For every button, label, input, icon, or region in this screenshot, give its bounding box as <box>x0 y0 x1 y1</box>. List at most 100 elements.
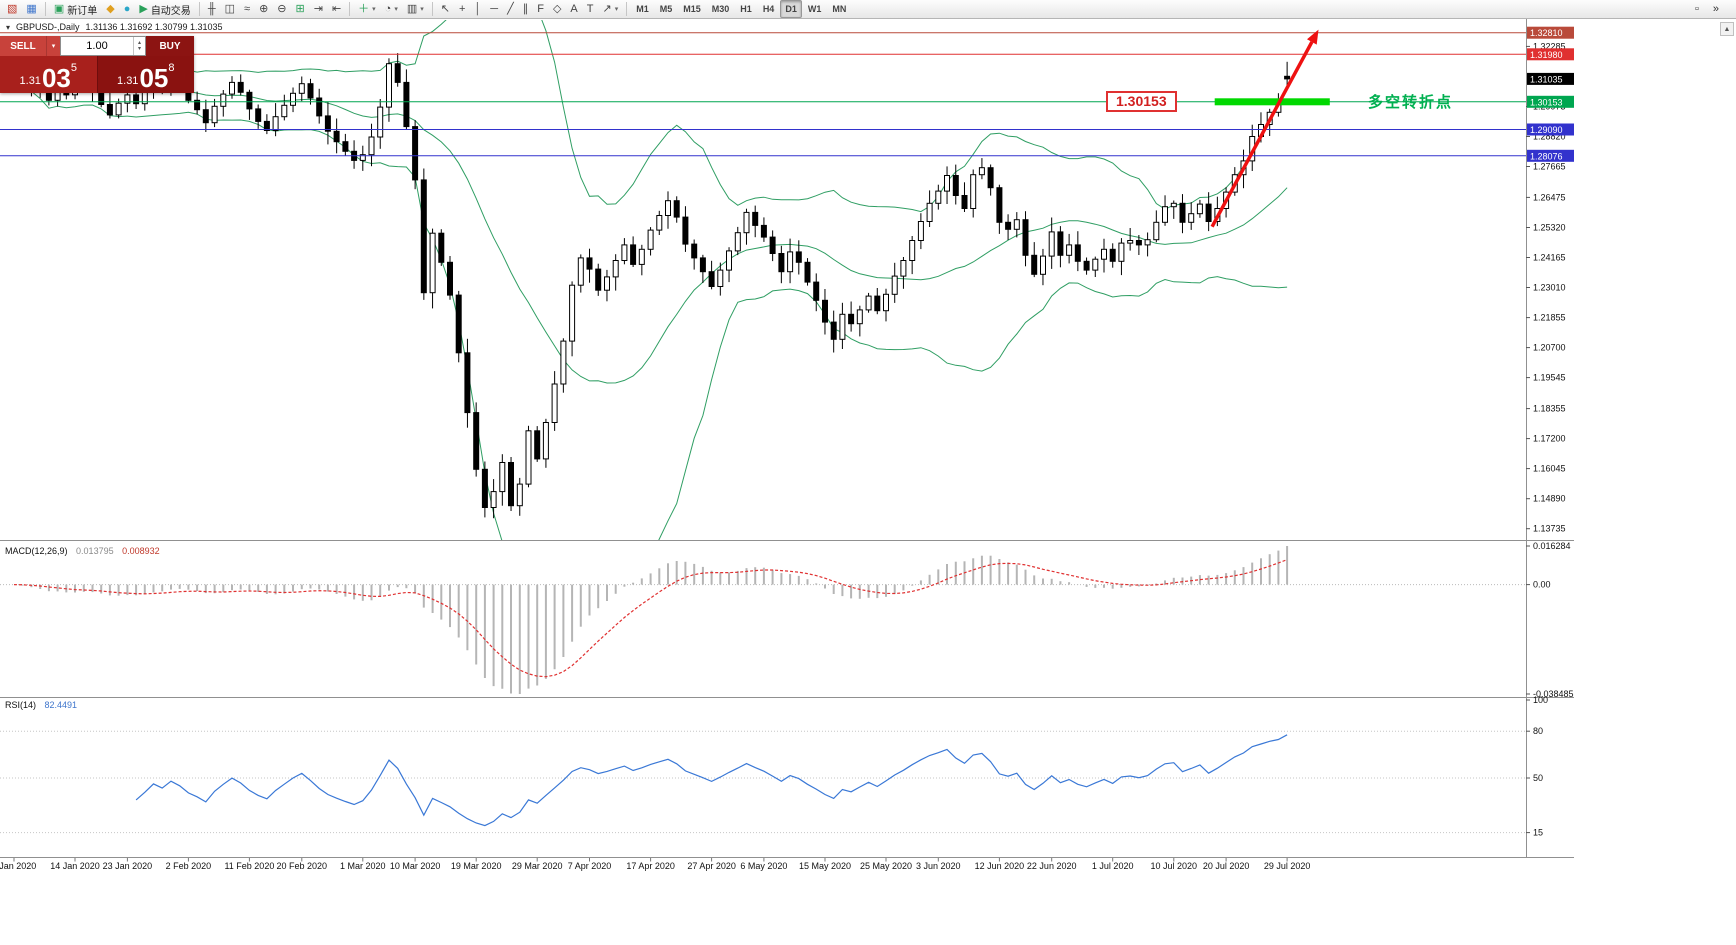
candlestick-chart-button[interactable]: ◫ <box>221 0 239 18</box>
timeframe-h1-button[interactable]: H1 <box>740 4 752 14</box>
bar-chart-icon: ╫ <box>207 2 216 15</box>
svg-text:6 May 2020: 6 May 2020 <box>740 861 787 871</box>
svg-text:20 Jul 2020: 20 Jul 2020 <box>1203 861 1250 871</box>
vertical-line-button[interactable]: │ <box>470 0 485 18</box>
indicators-dropdown-icon[interactable]: ▾ <box>372 6 376 13</box>
chart-objects <box>0 29 1526 228</box>
bar-chart-button[interactable]: ╫ <box>204 0 220 18</box>
indicators-button[interactable]: ＋ ▾ <box>354 0 380 18</box>
svg-text:1.26475: 1.26475 <box>1533 192 1566 202</box>
support-zone[interactable] <box>1214 98 1330 106</box>
svg-text:1.18355: 1.18355 <box>1533 404 1566 414</box>
volume-value[interactable]: 1.00 <box>86 40 108 52</box>
spinner-down-icon[interactable]: ▾ <box>137 46 141 52</box>
metaeditor-button[interactable]: ◆ <box>102 0 118 18</box>
timeframe-m1-button[interactable]: M1 <box>636 4 649 14</box>
price-callout[interactable]: 1.30153 <box>1106 91 1177 112</box>
svg-text:22 Jun 2020: 22 Jun 2020 <box>1027 861 1077 871</box>
timeframe-mn-button[interactable]: MN <box>832 4 847 14</box>
zoom-in-button[interactable]: ⊕ <box>255 0 272 18</box>
cursor-button[interactable]: ↖ <box>437 0 454 18</box>
svg-text:1.20700: 1.20700 <box>1533 343 1566 353</box>
timeframe-m30-button[interactable]: M30 <box>711 4 730 14</box>
main-toolbar: ▧ ▦ ▣ 新订单 ◆ ● ▶ 自动交易 ╫ ◫ ≈ ⊕ ⊖ ⊞ ⇥ ⇤ ＋ ▾ ◔ ▾ ▥ ▾ ↖ + │ ─ ╱ ∥ F ◇ A T ↗ ▾ M… <box>0 0 1736 19</box>
arrows-dropdown-icon[interactable]: ▾ <box>614 6 619 13</box>
market-button[interactable]: ● <box>120 0 135 18</box>
svg-text:19 Mar 2020: 19 Mar 2020 <box>451 861 502 871</box>
timeframe-d1-button[interactable]: D1 <box>780 0 802 18</box>
svg-text:10 Jul 2020: 10 Jul 2020 <box>1151 861 1198 871</box>
line-chart-button[interactable]: ≈ <box>240 0 254 18</box>
order-type-dropdown[interactable]: ▾ <box>46 36 60 56</box>
buy-button[interactable]: BUY <box>146 36 194 56</box>
auto-scroll-button[interactable]: ⇥ <box>310 0 327 18</box>
svg-text:0.00: 0.00 <box>1533 580 1551 590</box>
timeframe-w1-button[interactable]: W1 <box>807 4 822 14</box>
periods-button[interactable]: ◔ ▾ <box>381 0 402 18</box>
trendline-button[interactable]: ╱ <box>503 0 518 18</box>
profiles-button[interactable]: ▦ <box>22 0 40 18</box>
turning-point-note[interactable]: 多空转折点 <box>1368 94 1454 111</box>
svg-text:80: 80 <box>1533 726 1543 736</box>
svg-text:1.25320: 1.25320 <box>1533 223 1566 233</box>
chart-symbol-period: GBPUSD-,Daily <box>16 22 80 32</box>
svg-text:1.32810: 1.32810 <box>1530 28 1563 38</box>
autotrading-button[interactable]: ▶ 自动交易 <box>135 0 194 18</box>
svg-text:1.13735: 1.13735 <box>1533 524 1566 534</box>
text-button[interactable]: A <box>566 0 581 18</box>
timeframe-m15-button[interactable]: M15 <box>683 4 701 14</box>
rsi-pane: 100 80 50 15 <box>0 695 1548 838</box>
zoom-out-icon: ⊖ <box>277 2 287 15</box>
trend-arrow[interactable] <box>1210 29 1319 228</box>
tile-windows-button[interactable]: ⊞ <box>292 0 309 18</box>
one-click-toggle-icon[interactable]: ▾ <box>6 22 11 32</box>
timeframe-h4-button[interactable]: H4 <box>762 4 775 14</box>
equidistant-channel-button[interactable]: ∥ <box>519 0 533 18</box>
svg-text:23 Jan 2020: 23 Jan 2020 <box>103 861 153 871</box>
price-axis[interactable]: 1.322851.299731.288201.276651.264751.253… <box>0 19 1574 858</box>
spinner-up-icon[interactable]: ▴ <box>137 40 141 46</box>
svg-text:1.23010: 1.23010 <box>1533 283 1566 293</box>
toolbar-separator <box>431 2 433 16</box>
svg-text:5 Jan 2020: 5 Jan 2020 <box>0 861 36 871</box>
svg-text:7 Apr 2020: 7 Apr 2020 <box>568 861 612 871</box>
bid-price-display[interactable]: 1.31 03 5 <box>0 56 98 93</box>
toolbar-separator <box>44 2 46 16</box>
equidistant-channel-icon: ∥ <box>522 2 529 15</box>
shapes-button[interactable]: ◇ <box>549 0 565 18</box>
new-chart-button[interactable]: ▧ <box>3 0 21 18</box>
toolbar-options-icon: » <box>1712 2 1719 15</box>
chevron-down-icon: ▾ <box>51 43 56 50</box>
crosshair-button[interactable]: + <box>455 0 469 18</box>
templates-button[interactable]: ▥ ▾ <box>403 0 428 18</box>
svg-text:1.31035: 1.31035 <box>1530 74 1563 84</box>
svg-text:15 May 2020: 15 May 2020 <box>799 861 851 871</box>
dock-windows-button[interactable]: ▫ <box>1691 0 1703 18</box>
scroll-up-button[interactable]: ▲ <box>1720 22 1734 36</box>
bid-point: 5 <box>70 62 77 74</box>
zoom-out-button[interactable]: ⊖ <box>273 0 290 18</box>
fibonacci-button[interactable]: F <box>533 0 548 18</box>
svg-text:1.19545: 1.19545 <box>1533 373 1566 383</box>
ask-price-display[interactable]: 1.31 05 8 <box>97 56 194 93</box>
new-order-button[interactable]: ▣ 新订单 <box>50 0 101 18</box>
toolbar-options-button[interactable]: » <box>1709 0 1723 18</box>
volume-stepper[interactable]: ▴ ▾ <box>133 37 145 55</box>
timeframe-m5-button[interactable]: M5 <box>659 4 673 14</box>
templates-dropdown-icon[interactable]: ▾ <box>420 6 424 13</box>
sell-button[interactable]: SELL <box>0 36 46 56</box>
volume-field[interactable]: 1.00 ▴ ▾ <box>60 36 146 56</box>
vertical-line-icon: │ <box>474 2 482 15</box>
text-icon: A <box>570 2 578 15</box>
chart-shift-button[interactable]: ⇤ <box>328 0 345 18</box>
periods-dropdown-icon[interactable]: ▾ <box>394 6 398 13</box>
bid-prefix: 1.31 <box>19 75 41 87</box>
arrows-button[interactable]: ↗ ▾ <box>599 0 623 18</box>
macd-main-value: 0.013795 <box>76 546 114 556</box>
metaeditor-icon: ◆ <box>106 2 115 15</box>
text-label-icon: T <box>586 2 594 15</box>
cursor-icon: ↖ <box>440 2 450 15</box>
text-label-button[interactable]: T <box>583 0 598 18</box>
horizontal-line-button[interactable]: ─ <box>486 0 502 18</box>
